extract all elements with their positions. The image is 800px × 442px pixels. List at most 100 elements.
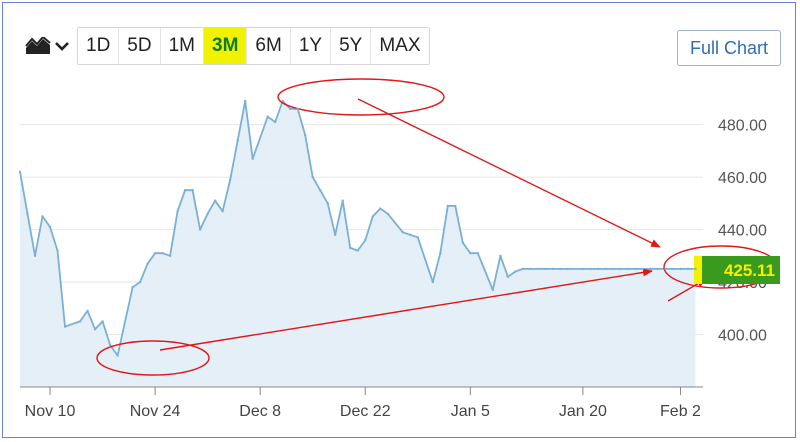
data-point — [236, 139, 239, 142]
data-point — [183, 189, 187, 192]
data-point — [604, 267, 607, 271]
data-point — [401, 230, 404, 234]
data-point — [288, 107, 292, 111]
range-max-button[interactable]: MAX — [371, 28, 429, 64]
current-price-label: 425.11 — [724, 261, 775, 280]
data-point — [529, 267, 532, 271]
x-axis: Nov 10 Nov 24 Dec 8 Dec 22 Jan 5 Jan 20 Feb 2 — [20, 386, 703, 420]
data-point — [26, 212, 29, 216]
data-point — [619, 267, 622, 271]
data-point — [131, 286, 134, 289]
range-5y-button[interactable]: 5Y — [331, 28, 372, 64]
data-point — [476, 251, 480, 255]
data-point — [138, 280, 142, 284]
data-point — [551, 267, 555, 271]
data-point — [686, 267, 690, 271]
x-tick-label: Jan 20 — [559, 403, 607, 420]
data-point — [454, 204, 457, 208]
data-point — [101, 320, 104, 323]
data-point — [273, 120, 277, 124]
data-point — [116, 354, 119, 357]
data-point — [221, 209, 224, 213]
chart-type-selector[interactable] — [17, 27, 77, 65]
data-point — [243, 99, 247, 103]
data-point — [559, 267, 562, 271]
chart-toolbar: 1D 5D 1M 3M 6M 1Y 5Y MAX — [17, 27, 430, 65]
current-price-tag: 425.11 — [694, 256, 780, 284]
data-point — [18, 170, 22, 174]
x-tick-label: Nov 24 — [130, 403, 181, 420]
x-tick-label: Feb 2 — [660, 403, 701, 420]
data-point — [356, 249, 359, 252]
data-point — [671, 267, 675, 271]
data-point — [86, 309, 89, 313]
data-point — [93, 328, 97, 331]
data-point — [176, 209, 179, 213]
data-point — [334, 233, 337, 237]
data-point — [191, 189, 194, 192]
data-point — [641, 267, 645, 271]
data-point — [446, 204, 450, 208]
data-point — [439, 251, 442, 255]
data-point — [341, 199, 344, 202]
data-point — [611, 267, 615, 271]
data-point — [108, 343, 112, 347]
data-point — [319, 189, 322, 192]
range-6m-button[interactable]: 6M — [247, 28, 291, 64]
data-point — [251, 157, 254, 160]
data-point — [364, 238, 367, 242]
data-point — [379, 207, 382, 210]
range-1m-button[interactable]: 1M — [160, 28, 204, 64]
data-point — [679, 267, 682, 271]
data-point — [431, 280, 435, 284]
y-tick-label: 440.00 — [718, 223, 767, 240]
data-point — [213, 199, 217, 202]
range-1y-button[interactable]: 1Y — [290, 28, 332, 64]
data-point — [416, 236, 419, 239]
data-point — [469, 251, 472, 255]
x-tick-label: Dec 8 — [239, 403, 281, 420]
data-point — [78, 320, 82, 323]
data-point — [649, 267, 652, 271]
downtrend-arrow — [357, 98, 661, 248]
data-point — [506, 275, 510, 278]
range-selector: 1D 5D 1M 3M 6M 1Y 5Y MAX — [77, 27, 430, 65]
y-tick-label: 400.00 — [718, 328, 767, 345]
data-point — [48, 225, 52, 229]
data-point — [491, 288, 495, 292]
price-area — [20, 101, 696, 387]
data-point — [266, 115, 269, 118]
data-point — [664, 267, 667, 271]
uptrend-arrow — [159, 268, 653, 351]
data-point — [63, 325, 67, 328]
x-tick-label: Nov 10 — [25, 403, 76, 420]
data-point — [311, 175, 314, 179]
data-point — [198, 228, 202, 231]
data-point — [656, 267, 660, 271]
range-3m-button[interactable]: 3M — [204, 28, 248, 64]
data-point — [33, 254, 37, 258]
data-point — [409, 233, 412, 237]
data-point — [371, 215, 374, 218]
data-point — [56, 249, 59, 252]
data-point — [521, 267, 525, 271]
range-5d-button[interactable]: 5D — [119, 28, 161, 64]
data-points — [18, 99, 697, 357]
y-tick-label: 460.00 — [718, 170, 767, 187]
data-point — [161, 251, 164, 255]
data-point — [296, 107, 299, 111]
data-point — [206, 212, 209, 216]
data-point — [349, 246, 352, 250]
data-point — [626, 267, 630, 271]
peak-highlight-ellipse — [277, 78, 445, 116]
data-point — [589, 267, 592, 271]
data-point — [499, 254, 502, 258]
range-1d-button[interactable]: 1D — [78, 28, 120, 64]
data-point — [596, 267, 600, 271]
chevron-down-icon — [55, 42, 69, 51]
data-point — [304, 133, 307, 137]
low-highlight-ellipse — [96, 340, 210, 376]
full-chart-button[interactable]: Full Chart — [676, 30, 781, 66]
data-point — [146, 262, 149, 265]
